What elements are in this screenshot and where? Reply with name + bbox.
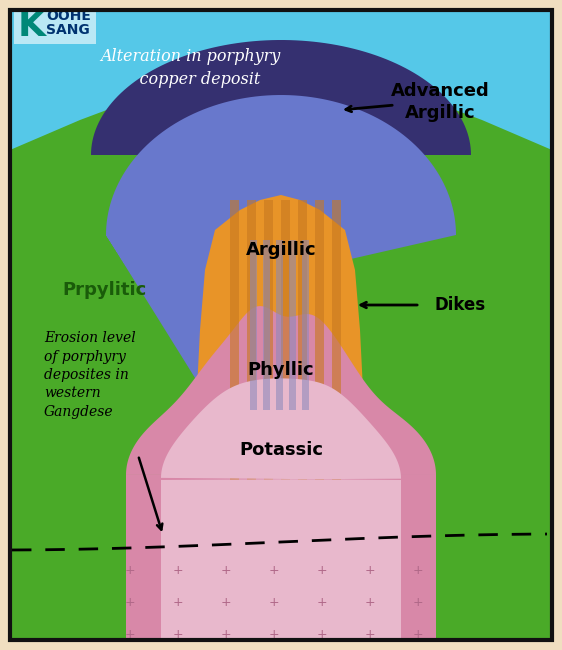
Text: SANG: SANG (46, 23, 90, 37)
Polygon shape (337, 90, 552, 640)
Polygon shape (126, 306, 436, 640)
Text: Prpylitic: Prpylitic (63, 281, 147, 299)
Text: +: + (365, 597, 375, 610)
Polygon shape (161, 378, 401, 640)
Polygon shape (91, 40, 471, 155)
Text: +: + (221, 597, 232, 610)
Text: +: + (269, 597, 279, 610)
Bar (10, 10, 552, 220)
Text: +: + (413, 597, 423, 610)
Text: +: + (125, 597, 135, 610)
Polygon shape (10, 90, 225, 640)
Text: Dikes: Dikes (435, 296, 486, 314)
Text: +: + (269, 564, 279, 577)
Bar (276, 240, 283, 410)
Text: +: + (365, 564, 375, 577)
Bar (10, 220, 552, 640)
Bar (264, 200, 273, 640)
Bar (281, 200, 290, 640)
Bar (14, 8, 96, 44)
Text: OOHE: OOHE (46, 9, 91, 23)
Text: +: + (173, 597, 183, 610)
Text: +: + (269, 629, 279, 642)
Bar (332, 200, 341, 640)
Text: Advanced
Argillic: Advanced Argillic (391, 82, 490, 122)
Text: K: K (18, 9, 46, 43)
Text: +: + (125, 629, 135, 642)
Text: +: + (317, 564, 327, 577)
Text: +: + (221, 629, 232, 642)
Text: Phyllic: Phyllic (248, 361, 314, 379)
Bar (263, 240, 270, 410)
Text: +: + (125, 564, 135, 577)
Text: +: + (173, 629, 183, 642)
Bar (298, 200, 307, 640)
Text: Potassic: Potassic (239, 441, 323, 459)
Polygon shape (106, 95, 456, 410)
Bar (250, 240, 257, 410)
Text: Erosion level
of porphyry
deposites in
western
Gangdese: Erosion level of porphyry deposites in w… (44, 332, 136, 419)
Polygon shape (188, 195, 372, 640)
Text: +: + (317, 629, 327, 642)
Text: Argillic: Argillic (246, 241, 316, 259)
Text: +: + (413, 629, 423, 642)
Bar (302, 240, 309, 410)
Text: +: + (413, 564, 423, 577)
Bar (230, 200, 239, 640)
Bar (247, 200, 256, 640)
Text: +: + (173, 564, 183, 577)
Text: +: + (221, 564, 232, 577)
Text: Alteration in porphyry
    copper deposit: Alteration in porphyry copper deposit (100, 47, 280, 88)
Text: +: + (317, 597, 327, 610)
Bar (289, 240, 296, 410)
Text: +: + (365, 629, 375, 642)
Bar (315, 200, 324, 640)
